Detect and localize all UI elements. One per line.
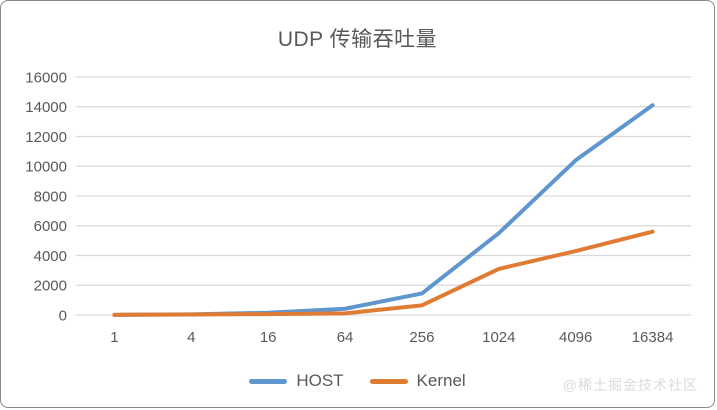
x-tick-label: 1 [110, 329, 118, 346]
y-tick-label: 12000 [25, 129, 67, 146]
watermark: @稀土掘金技术社区 [562, 377, 698, 393]
legend-label: HOST [296, 371, 344, 390]
legend-swatch-kernel [369, 378, 408, 384]
x-tick-label: 1024 [482, 329, 515, 346]
y-tick-label: 14000 [25, 99, 67, 116]
legend-label: Kernel [416, 371, 466, 390]
x-tick-label: 16 [260, 329, 277, 346]
x-tick-label: 256 [409, 329, 434, 346]
y-tick-label: 16000 [25, 69, 67, 86]
y-tick-label: 0 [59, 307, 67, 324]
y-tick-label: 10000 [25, 159, 67, 176]
chart-title: UDP 传输吞吐量 [277, 28, 438, 51]
series-line-kernel [112, 229, 655, 317]
legend-item-host: HOST [249, 371, 344, 391]
y-tick-label: 2000 [34, 278, 67, 295]
y-tick-label: 6000 [34, 218, 67, 235]
y-tick-label: 4000 [34, 248, 67, 265]
x-tick-label: 4096 [559, 329, 592, 346]
x-tick-label: 4 [187, 329, 195, 346]
x-tick-label: 64 [337, 329, 354, 346]
y-tick-label: 8000 [34, 188, 67, 205]
legend: HOST Kernel [1, 371, 714, 391]
x-tick-label: 16384 [632, 329, 674, 346]
legend-item-kernel: Kernel [369, 371, 466, 391]
legend-swatch-host [249, 378, 288, 384]
